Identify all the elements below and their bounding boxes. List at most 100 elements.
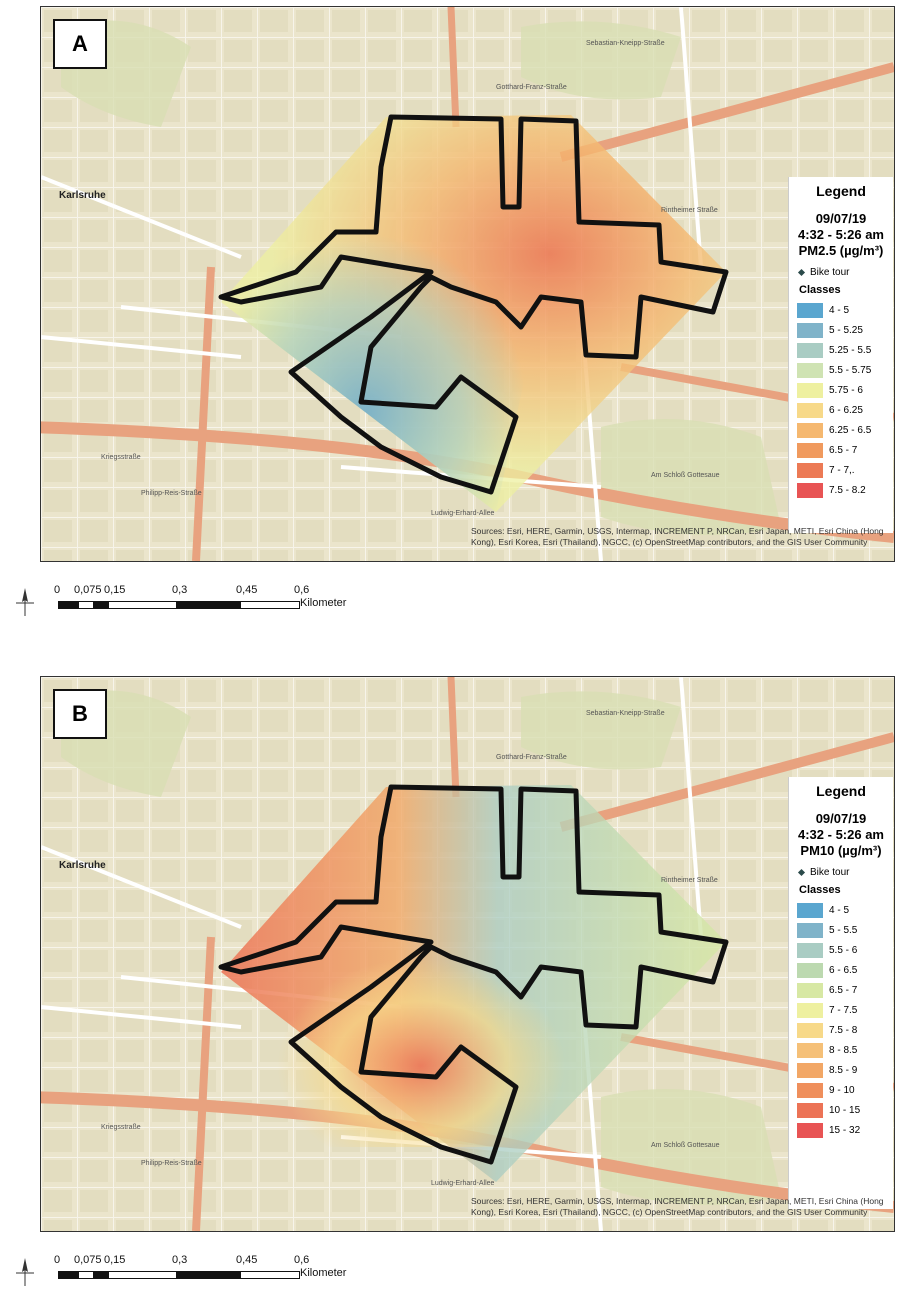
legend-class-label: 6.25 - 6.5 <box>829 424 872 436</box>
street-label: Philipp-Reis-Straße <box>141 1160 202 1167</box>
legend-swatch <box>797 402 823 418</box>
street-label: Gotthard-Franz-Straße <box>496 754 567 761</box>
legend-class-row: 15 - 32 <box>797 1120 893 1140</box>
scale-tick-label: 0,3 <box>172 1254 188 1266</box>
legend-class-row: 6 - 6.5 <box>797 960 893 980</box>
legend-variable: PM10 (µg/m³) <box>800 843 882 858</box>
legend-swatch <box>797 362 823 378</box>
street-label: Sebastian-Kneipp-Straße <box>586 710 665 717</box>
major-road <box>447 7 460 128</box>
legend-class-row: 7 - 7.5 <box>797 1000 893 1020</box>
legend-classes-label: Classes <box>799 284 841 296</box>
legend-class-label: 7 - 7,. <box>829 464 855 476</box>
legend-swatch <box>797 442 823 458</box>
legend-class-row: 6 - 6.25 <box>797 400 893 420</box>
bike-tour-label: Bike tour <box>810 867 850 878</box>
legend-class-label: 15 - 32 <box>829 1124 861 1136</box>
legend-class-label: 7.5 - 8 <box>829 1024 858 1036</box>
street-label: Kriegsstraße <box>101 1124 141 1131</box>
legend-title: Legend <box>816 783 866 799</box>
legend-class-row: 7.5 - 8 <box>797 1020 893 1040</box>
legend-bike-tour: Bike tour <box>797 267 893 278</box>
legend-class-label: 7 - 7.5 <box>829 1004 858 1016</box>
legend-class-label: 6 - 6.5 <box>829 964 858 976</box>
scale-segment <box>176 601 242 609</box>
legend-class-label: 5.5 - 6 <box>829 944 858 956</box>
legend-class-row: 4 - 5 <box>797 300 893 320</box>
legend-class-label: 7.5 - 8.2 <box>829 484 866 496</box>
major-road <box>559 732 894 832</box>
north-arrow-icon <box>14 1256 36 1292</box>
bike-tour-marker-icon <box>797 868 806 877</box>
scale-tick-label: 0,45 <box>236 1254 258 1266</box>
legend-swatch <box>797 422 823 438</box>
street-label: Am Schloß Gottesaue <box>651 1142 720 1149</box>
scale-bar-a: 0 0,075 0,15 0,3 0,45 0,6 Kilometer <box>0 580 899 640</box>
map-canvas-b: Karlsruhe Sebastian-Kneipp-Straße Gottha… <box>41 677 894 1231</box>
legend-class-row: 10 - 15 <box>797 1100 893 1120</box>
legend-swatch <box>797 1022 823 1038</box>
legend-class-row: 5 - 5.25 <box>797 320 893 340</box>
map-sources: Sources: Esri, HERE, Garmin, USGS, Inter… <box>471 526 884 547</box>
legend-date: 09/07/19 <box>815 811 867 826</box>
legend-class-label: 6.5 - 7 <box>829 444 858 456</box>
scale-segment <box>108 601 178 609</box>
legend-class-label: 5 - 5.25 <box>829 324 863 336</box>
green-area <box>521 21 681 100</box>
legend-classes-label: Classes <box>799 884 841 896</box>
legend-class-row: 6.5 - 7 <box>797 980 893 1000</box>
street-label: Kriegsstraße <box>101 454 141 461</box>
legend-swatch <box>797 322 823 338</box>
scale-tick-label: 0 <box>54 1254 61 1266</box>
legend-class-row: 5.75 - 6 <box>797 380 893 400</box>
legend-title: Legend <box>816 183 866 199</box>
legend-class-row: 5 - 5.5 <box>797 920 893 940</box>
city-label: Karlsruhe <box>59 190 106 201</box>
scale-tick-label: 0,15 <box>104 584 126 596</box>
legend-swatch <box>797 922 823 938</box>
north-arrow-icon <box>14 586 36 622</box>
legend-class-label: 5 - 5.5 <box>829 924 858 936</box>
scale-tick-label: 0,3 <box>172 584 188 596</box>
legend-swatch <box>797 342 823 358</box>
scale-tick-label: 0,075 <box>74 1254 102 1266</box>
legend-class-row: 6.25 - 6.5 <box>797 420 893 440</box>
legend-swatch <box>797 1122 823 1138</box>
legend-swatch <box>797 942 823 958</box>
legend-bike-tour: Bike tour <box>797 867 893 878</box>
legend-class-row: 7 - 7,. <box>797 460 893 480</box>
street-label: Am Schloß Gottesaue <box>651 472 720 479</box>
legend-swatch <box>797 1062 823 1078</box>
legend-class-label: 4 - 5 <box>829 304 850 316</box>
street-label: Ludwig-Erhard-Allee <box>431 1180 495 1187</box>
map-sources: Sources: Esri, HERE, Garmin, USGS, Inter… <box>471 1196 884 1217</box>
street-label: Philipp-Reis-Straße <box>141 490 202 497</box>
scale-tick-label: 0,075 <box>74 584 102 596</box>
map-canvas-a: Karlsruhe Sebastian-Kneipp-Straße Gottha… <box>41 7 894 561</box>
pm-surface-high <box>241 877 601 1147</box>
scale-tick-label: 0,45 <box>236 584 258 596</box>
legend-variable: PM2.5 (µg/m³) <box>798 243 884 258</box>
legend-class-row: 7.5 - 8.2 <box>797 480 893 500</box>
legend-b: Legend 09/07/19 4:32 - 5:26 am PM10 (µg/… <box>788 777 893 1209</box>
scale-tick-label: 0,15 <box>104 1254 126 1266</box>
street-label: Gotthard-Franz-Straße <box>496 84 567 91</box>
scale-segment <box>108 1271 178 1279</box>
scale-tick-label: 0 <box>54 584 61 596</box>
scale-segment <box>176 1271 242 1279</box>
legend-swatch <box>797 1102 823 1118</box>
legend-class-label: 5.75 - 6 <box>829 384 863 396</box>
panel-label-b: B <box>53 689 107 739</box>
panel-label-a: A <box>53 19 107 69</box>
legend-class-list: 4 - 5 5 - 5.5 5.5 - 6 6 - 6.5 6.5 - 7 7 - 7.5… <box>789 900 893 1140</box>
legend-class-label: 6.5 - 7 <box>829 984 858 996</box>
scale-unit-label: Kilometer <box>300 597 347 609</box>
legend-class-label: 5.5 - 5.75 <box>829 364 872 376</box>
bike-tour-label: Bike tour <box>810 267 850 278</box>
scale-bar-b: 0 0,075 0,15 0,3 0,45 0,6 Kilometer <box>0 1250 899 1310</box>
scale-segment <box>240 1271 300 1279</box>
legend-class-list: 4 - 5 5 - 5.25 5.25 - 5.5 5.5 - 5.75 5.75 - … <box>789 300 893 500</box>
legend-class-label: 5.25 - 5.5 <box>829 344 872 356</box>
legend-time: 4:32 - 5:26 am <box>798 227 884 242</box>
legend-class-row: 5.5 - 6 <box>797 940 893 960</box>
